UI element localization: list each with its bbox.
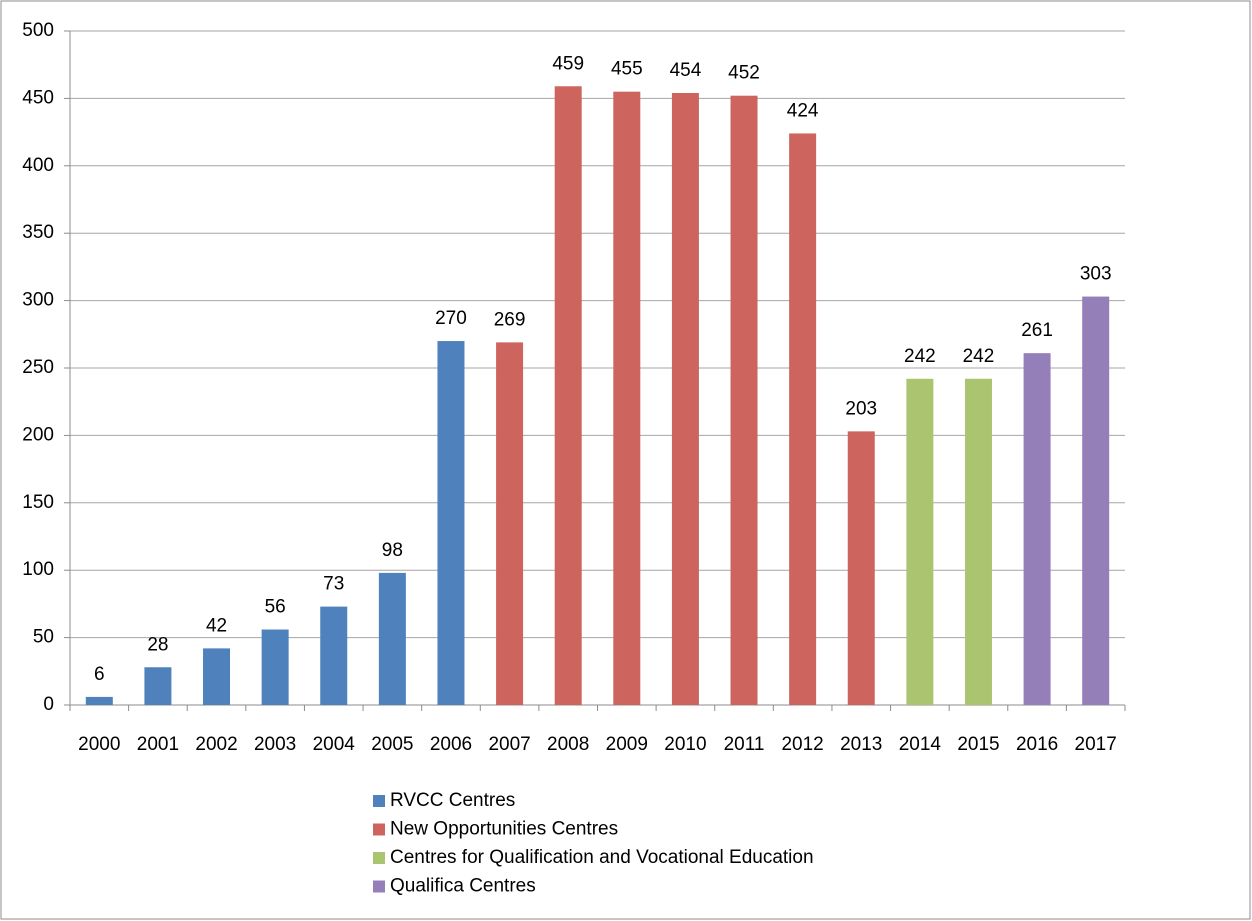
data-label: 452	[728, 63, 760, 84]
x-tick-label: 2015	[957, 734, 999, 755]
x-tick-label: 2011	[724, 734, 765, 755]
legend-label: RVCC Centres	[390, 790, 515, 811]
data-label: 455	[611, 59, 643, 80]
y-tick-label: 250	[22, 357, 54, 378]
bar	[613, 91, 641, 705]
bar	[203, 648, 231, 705]
bar	[496, 342, 524, 705]
x-tick-label: 2013	[840, 734, 882, 755]
x-tick-label: 2000	[78, 734, 120, 755]
y-tick-label: 0	[43, 694, 54, 715]
x-tick-label: 2017	[1075, 734, 1117, 755]
bar	[847, 431, 875, 705]
x-tick-label: 2006	[430, 734, 472, 755]
legend-swatch	[373, 852, 385, 864]
bar	[437, 341, 465, 705]
x-tick-label: 2005	[371, 734, 413, 755]
data-label: 42	[206, 615, 227, 636]
x-tick-label: 2001	[137, 734, 179, 755]
y-tick-label: 50	[33, 627, 54, 648]
y-tick-label: 300	[22, 290, 54, 311]
data-label: 28	[147, 634, 168, 655]
x-tick-label: 2010	[664, 734, 706, 755]
data-label: 303	[1080, 264, 1112, 285]
bar	[261, 629, 289, 705]
bar	[554, 86, 582, 705]
x-tick-label: 2008	[547, 734, 589, 755]
y-tick-label: 100	[22, 559, 54, 580]
legend-swatch	[373, 823, 385, 836]
data-label: 242	[904, 346, 936, 367]
data-label: 269	[494, 309, 526, 330]
y-tick-label: 400	[22, 155, 54, 176]
x-tick-label: 2004	[313, 734, 356, 755]
x-tick-label: 2009	[606, 734, 648, 755]
bar	[1023, 353, 1051, 705]
data-label: 459	[552, 53, 584, 74]
bar	[906, 378, 934, 705]
bar	[1082, 296, 1110, 705]
bar	[378, 572, 406, 705]
bar	[85, 696, 113, 705]
data-label: 424	[787, 100, 819, 121]
data-label: 454	[670, 60, 702, 81]
legend-label: Qualifica Centres	[390, 876, 536, 897]
x-tick-label: 2012	[781, 734, 823, 755]
y-tick-label: 500	[22, 20, 54, 41]
y-tick-label: 200	[22, 424, 54, 445]
data-label: 242	[963, 346, 995, 367]
x-tick-label: 2014	[899, 734, 942, 755]
x-tick-label: 2002	[195, 734, 237, 755]
data-label: 98	[382, 540, 403, 561]
data-label: 261	[1021, 320, 1053, 341]
bar	[671, 93, 699, 706]
legend-swatch	[373, 795, 385, 807]
data-label: 6	[94, 664, 105, 685]
bar	[964, 378, 992, 705]
bar	[144, 667, 172, 705]
x-tick-label: 2007	[488, 734, 530, 755]
data-label: 270	[435, 308, 467, 329]
data-label: 73	[323, 574, 344, 595]
y-tick-label: 150	[22, 492, 54, 513]
data-label: 56	[265, 597, 286, 618]
bar	[789, 133, 817, 705]
legend-swatch	[373, 880, 385, 893]
bar	[320, 606, 348, 705]
legend-label: New Opportunities Centres	[390, 819, 618, 840]
legend-label: Centres for Qualification and Vocational…	[390, 847, 814, 868]
x-tick-label: 2003	[254, 734, 296, 755]
bar	[730, 95, 758, 706]
x-tick-label: 2016	[1016, 734, 1058, 755]
y-tick-label: 450	[22, 87, 54, 108]
y-tick-label: 350	[22, 222, 54, 243]
data-label: 203	[845, 398, 877, 419]
